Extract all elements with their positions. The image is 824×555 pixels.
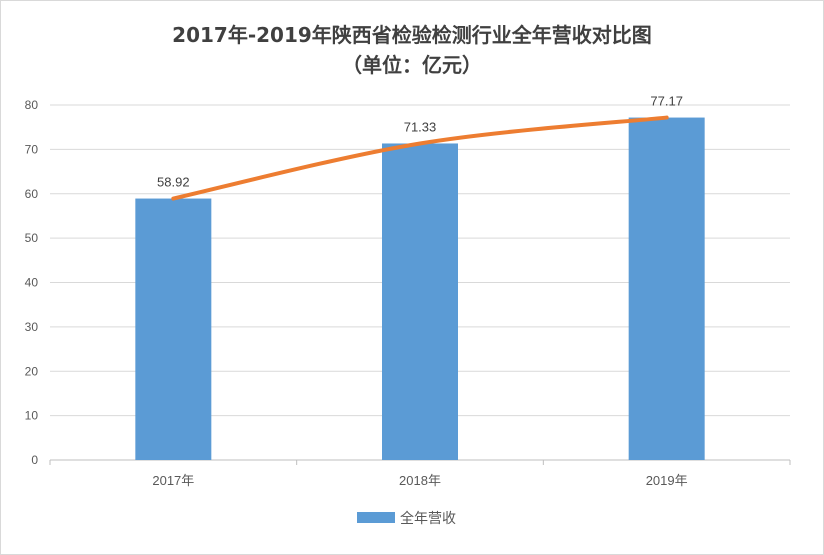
legend-swatch	[357, 512, 395, 523]
data-label: 77.17	[650, 94, 683, 109]
y-tick-label: 50	[25, 231, 39, 245]
data-label: 71.33	[404, 119, 437, 134]
chart-subtitle: （单位：亿元）	[342, 53, 482, 77]
bar	[135, 198, 212, 461]
x-tick-label: 2019年	[646, 473, 688, 488]
trend-line	[171, 115, 669, 201]
y-tick-label: 40	[25, 276, 39, 290]
bar	[382, 143, 458, 460]
y-tick-label: 80	[25, 98, 39, 112]
bar	[628, 117, 705, 460]
y-tick-label: 20	[25, 364, 39, 378]
y-tick-label: 0	[31, 453, 38, 467]
chart-title: 2017年-2019年陕西省检验检测行业全年营收对比图	[172, 23, 652, 47]
x-tick-label: 2018年	[399, 473, 441, 488]
y-tick-label: 70	[25, 142, 39, 156]
data-label: 58.92	[157, 175, 190, 190]
x-tick-label: 2017年	[152, 473, 194, 488]
legend-label: 全年营收	[400, 510, 456, 526]
y-tick-label: 60	[25, 187, 39, 201]
y-tick-label: 30	[25, 320, 39, 334]
y-tick-label: 10	[25, 409, 39, 423]
